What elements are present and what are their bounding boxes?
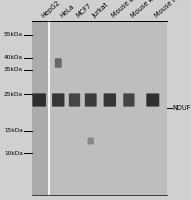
Text: 25kDa: 25kDa — [4, 92, 23, 97]
FancyBboxPatch shape — [52, 93, 64, 107]
Text: 10kDa: 10kDa — [4, 151, 23, 156]
Text: 40kDa: 40kDa — [4, 55, 23, 60]
Text: NDUFB10: NDUFB10 — [172, 105, 191, 111]
Text: Mouse kidney: Mouse kidney — [130, 0, 168, 19]
Text: 15kDa: 15kDa — [4, 128, 23, 133]
FancyBboxPatch shape — [123, 93, 135, 107]
FancyBboxPatch shape — [85, 93, 97, 107]
FancyBboxPatch shape — [104, 93, 116, 107]
FancyBboxPatch shape — [55, 58, 62, 68]
Text: HeLa: HeLa — [59, 3, 76, 19]
Text: Mouse brain: Mouse brain — [111, 0, 145, 19]
Text: HepG2: HepG2 — [40, 0, 61, 19]
FancyBboxPatch shape — [146, 93, 159, 107]
FancyBboxPatch shape — [32, 93, 46, 107]
Bar — [32, 21, 167, 195]
Text: MCF7: MCF7 — [75, 2, 93, 19]
FancyBboxPatch shape — [69, 93, 80, 107]
Text: 35kDa: 35kDa — [4, 67, 23, 72]
Text: Mouse heart: Mouse heart — [154, 0, 189, 19]
Text: 55kDa: 55kDa — [4, 32, 23, 37]
FancyBboxPatch shape — [87, 138, 94, 144]
Bar — [32, 21, 49, 195]
Text: Jurkat: Jurkat — [92, 2, 110, 19]
